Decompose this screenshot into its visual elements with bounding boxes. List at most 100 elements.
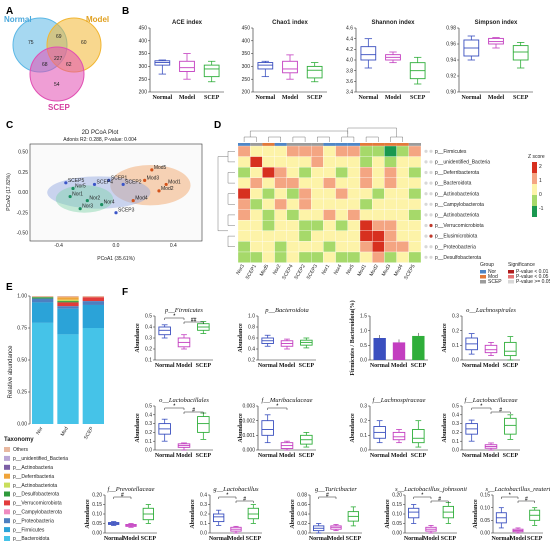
- heatmap-cell: [274, 156, 287, 168]
- significance-dot: [424, 255, 428, 259]
- heatmap-cell: [262, 230, 275, 242]
- pcoa-plot: 2D PCoA Plot Adonis R2: 0.288, P-value: …: [6, 130, 203, 262]
- y-tick-label: 0.1: [452, 343, 459, 349]
- y-tick-label: 0.4: [248, 347, 255, 353]
- group-label: Normal: [358, 95, 378, 101]
- group-strip-cell: [396, 143, 409, 146]
- heatmap-cell: [335, 220, 348, 231]
- heatmap-cell: [408, 230, 422, 242]
- heatmap-col-label: Nor3: [235, 263, 246, 276]
- heatmap-col-label: Nor5: [345, 263, 356, 276]
- taxonomy-legend-label: p__Proteobacteria: [13, 518, 54, 524]
- heatmap-cell: [408, 177, 422, 189]
- heatmap-cell: [262, 188, 275, 200]
- y-tick-label: 0.2: [145, 430, 152, 436]
- group-label: Normal: [309, 536, 329, 542]
- group-label: SCEP: [503, 363, 519, 369]
- stacked-segment: [32, 322, 54, 424]
- box: [360, 46, 377, 61]
- heatmap-cell: [262, 220, 275, 231]
- group-label: Model: [510, 536, 527, 542]
- y-tick-label: 0.1: [145, 439, 152, 445]
- heatmap-cell: [335, 145, 348, 157]
- stacked-col-label: SCEP: [83, 425, 95, 440]
- heatmap-cell: [384, 177, 397, 189]
- sig-mark: #: [525, 497, 528, 503]
- heatmap-cell: [335, 251, 348, 263]
- heatmap-row-label: p__Bacteroidota: [435, 181, 472, 187]
- taxon-plot: 0.20 0.15 0.10 0.05 0.00 s__Lactobacillus_joh…: [385, 486, 467, 542]
- box: [392, 431, 406, 441]
- y-tick-label: 0.00: [480, 531, 490, 537]
- heatmap-cell: [347, 145, 361, 157]
- taxonomy-legend-label: p__Actinobacteria: [13, 465, 53, 471]
- heatmap-cell: [311, 198, 324, 210]
- heatmap-cell: [311, 220, 324, 231]
- group-label: SCEP: [410, 95, 426, 101]
- heatmap-cell: [323, 177, 336, 189]
- y-tick-label: -0.25: [17, 210, 29, 216]
- venn-count: 60: [81, 40, 87, 46]
- pcoa-subtitle: Adonis R2: 0.288, P-value: 0.004: [63, 137, 137, 143]
- y-tick-label: 0.2: [452, 328, 459, 334]
- y-tick-label: 0.00: [392, 531, 402, 537]
- group-label: Model: [488, 95, 505, 101]
- group-label: Normal: [255, 95, 275, 101]
- zscore-legend-tick: 2: [539, 164, 542, 170]
- box: [257, 62, 274, 70]
- heatmap-cell: [274, 167, 287, 178]
- heatmap-cell: [274, 145, 287, 157]
- taxonomy-legend-swatch: [4, 482, 10, 488]
- heatmap-cell: [274, 241, 287, 253]
- heatmap-cell: [323, 145, 336, 157]
- sig-bracket: [501, 496, 519, 499]
- heatmap-cell: [372, 156, 385, 168]
- heatmap-cell: [384, 156, 397, 168]
- significance-dot: [429, 213, 433, 217]
- heatmap-col-label: Nor2: [272, 263, 283, 276]
- y-tick-label: 0.0: [452, 448, 459, 454]
- sig-bracket: [471, 407, 492, 410]
- taxonomy-legend-label: p__unidentified_Bacteria: [13, 456, 68, 462]
- heatmap-cell: [274, 230, 287, 242]
- y-axis-label: Abundance: [190, 499, 196, 529]
- taxon-plot: 1.5 1.0 0.5 0.0 Firmicutes / Bacteroidota(%)…: [349, 300, 428, 376]
- dendrogram-branch: [268, 136, 281, 142]
- heatmap-cell: [286, 156, 300, 168]
- y-tick-label: 0.1: [452, 439, 459, 445]
- group-strip-cell: [360, 143, 373, 146]
- taxonomy-legend-label: p__Firmicutes: [13, 527, 45, 533]
- heatmap-cell: [372, 241, 385, 253]
- dendrogram-branch: [227, 193, 235, 205]
- heatmap-cell: [408, 209, 422, 221]
- pcoa-point-label: Nor4: [104, 200, 115, 206]
- heatmap-cell: [335, 156, 348, 168]
- venn-count: 68: [42, 62, 48, 68]
- group-label: Model: [176, 363, 193, 369]
- heatmap-cell: [408, 251, 422, 263]
- sig-bracket: [164, 407, 185, 410]
- heatmap-cell: [262, 156, 275, 168]
- heatmap-cell: [286, 177, 300, 189]
- stacked-abundance-chart: Relative abundance Taxonomy 1.00 0.75 0.50…: [4, 294, 104, 542]
- group-label: Normal: [104, 536, 124, 542]
- plot-title: f__Prevotellaceae: [107, 486, 154, 493]
- heatmap-cell: [274, 198, 287, 210]
- y-tick-label: 0.98: [446, 26, 456, 32]
- heatmap-cell: [237, 198, 251, 210]
- significance-legend-title: Significance: [508, 262, 535, 268]
- heatmap-cell: [396, 145, 409, 157]
- y-tick-label: 0.05: [392, 521, 402, 527]
- heatmap-cell: [408, 220, 422, 231]
- taxon-plot: 0.4 0.3 0.2 0.1 0.0 g__Lactobacillus Abundance…: [190, 486, 262, 542]
- taxon-plot: 0.003 0.002 0.001 0.000 f__Muribaculaceae Abu…: [238, 397, 316, 459]
- heatmap-cell: [237, 167, 251, 178]
- sig-mark: *: [421, 493, 423, 499]
- pcoa-point-label: SCEP5: [68, 178, 85, 184]
- panel-label-a: A: [6, 6, 13, 17]
- sig-mark: *: [173, 404, 175, 410]
- sig-mark: #: [499, 408, 502, 414]
- group-label: Normal: [155, 363, 175, 369]
- y-axis-label: Abundance: [350, 413, 356, 443]
